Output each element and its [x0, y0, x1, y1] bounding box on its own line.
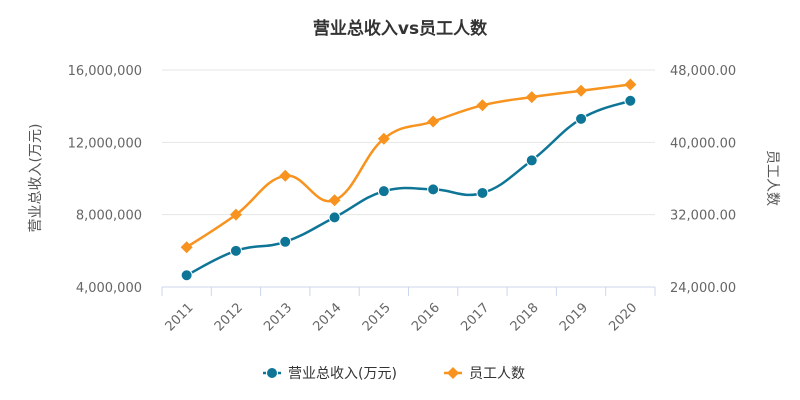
axes: 4,000,000 8,000,000 12,000,000 16,000,000 24…	[68, 64, 737, 334]
legend-marker	[447, 367, 459, 379]
legend: 营业总收入(万元) 员工人数	[263, 366, 525, 382]
data-point	[377, 185, 390, 198]
x-tick-label: 2011	[163, 300, 197, 334]
data-point	[575, 84, 588, 97]
y-right-tick-label: 48,000.00	[670, 64, 736, 79]
y-left-tick-label: 4,000,000	[76, 281, 142, 296]
series-group	[180, 78, 637, 282]
y-axis-right-title: 员工人数	[764, 150, 780, 206]
data-point	[377, 132, 390, 145]
grid-lines	[162, 69, 655, 216]
y-left-tick-label: 8,000,000	[76, 209, 142, 224]
data-point	[525, 154, 538, 167]
x-tick-label: 2014	[310, 300, 344, 334]
data-point	[229, 244, 242, 257]
data-point	[279, 169, 292, 182]
data-point	[279, 235, 292, 248]
x-tick-label: 2020	[606, 300, 640, 334]
series-right	[180, 78, 637, 254]
data-point	[476, 99, 489, 112]
legend-item[interactable]: 员工人数	[444, 366, 525, 382]
data-point	[229, 208, 242, 221]
data-point	[180, 241, 193, 254]
data-point	[180, 269, 193, 282]
data-point	[476, 186, 489, 199]
y-left-tick-label: 12,000,000	[68, 136, 142, 151]
y-right-tick-label: 40,000.00	[670, 136, 736, 151]
legend-label: 营业总收入(万元)	[288, 366, 397, 382]
x-tick-label: 2019	[557, 300, 591, 334]
x-tick-label: 2015	[360, 300, 394, 334]
x-tick-label: 2016	[409, 300, 443, 334]
legend-item[interactable]: 营业总收入(万元)	[263, 366, 397, 382]
y-right-tick-label: 24,000.00	[670, 281, 736, 296]
data-point	[624, 78, 637, 91]
series-line	[186, 99, 631, 277]
data-point	[525, 91, 538, 104]
data-point	[427, 115, 440, 128]
legend-label: 员工人数	[469, 366, 525, 382]
data-point	[624, 94, 637, 107]
x-tick-label: 2012	[212, 300, 246, 334]
x-tick-label: 2017	[458, 300, 492, 334]
x-tick-label: 2018	[508, 300, 542, 334]
data-point	[328, 211, 341, 224]
series-line	[185, 83, 631, 249]
data-point	[328, 194, 341, 207]
data-point	[575, 112, 588, 125]
y-left-tick-label: 16,000,000	[68, 64, 142, 79]
data-point	[427, 183, 440, 196]
y-axis-left-title: 营业总收入(万元)	[28, 124, 44, 233]
chart-title: 营业总收入vs员工人数	[313, 18, 488, 39]
x-tick-label: 2013	[261, 300, 295, 334]
series-left	[180, 94, 637, 282]
y-right-tick-label: 32,000.00	[670, 209, 736, 224]
legend-marker	[266, 367, 278, 379]
